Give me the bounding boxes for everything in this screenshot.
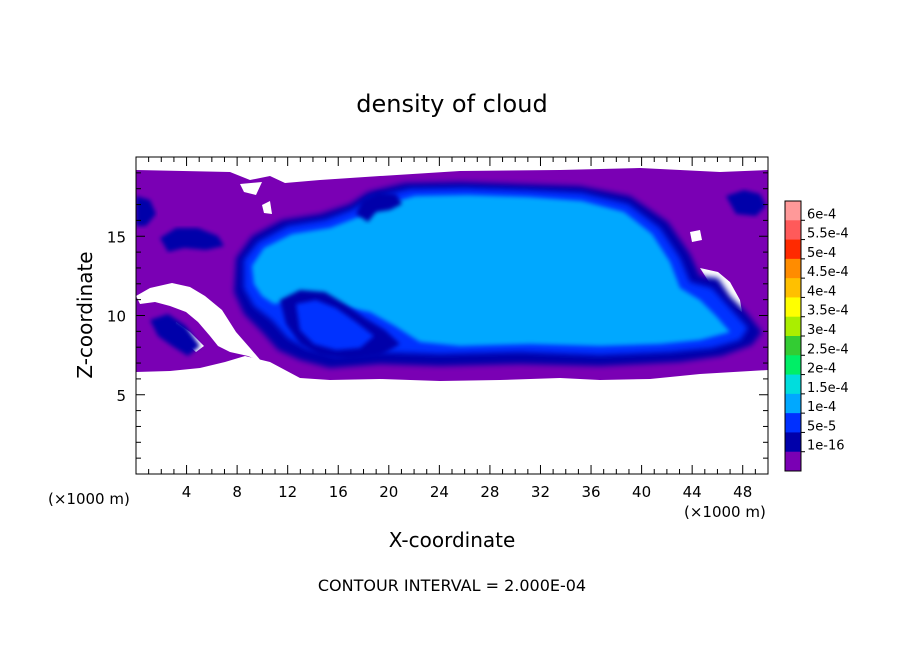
y-axis-ticks: 5 10 15 xyxy=(107,172,768,459)
y-axis-label: Z-coordinate xyxy=(73,251,97,378)
west-vortex-band xyxy=(160,228,224,252)
x-unit-label-left: (×1000 m) xyxy=(48,490,130,508)
colorbar-label: 3.5e-4 xyxy=(807,304,849,319)
colorbar-label: 5.5e-4 xyxy=(807,227,849,242)
colorbar-swatch xyxy=(785,413,801,433)
x-tick-label: 40 xyxy=(632,483,651,501)
colorbar-swatch xyxy=(785,239,801,260)
east-edge-dark xyxy=(726,190,766,216)
colorbar-swatch xyxy=(785,258,801,279)
colorbar-swatch xyxy=(785,451,801,472)
colorbar-swatch xyxy=(785,432,801,453)
x-tick-label: 16 xyxy=(329,483,348,501)
colorbar-label: 1e-16 xyxy=(807,439,845,454)
colorbar-label: 2.5e-4 xyxy=(807,342,849,357)
x-axis-ticks: 4 8 12 16 20 24 28 32 36 40 44 48 xyxy=(148,157,756,501)
colorbar-swatch xyxy=(785,297,801,318)
colorbar-label: 2e-4 xyxy=(807,362,836,377)
west-edge-dark xyxy=(136,196,156,226)
top-curl xyxy=(356,192,402,222)
contour-interval-footer: CONTOUR INTERVAL = 2.000E-04 xyxy=(318,576,586,595)
colorbar-label: 1.5e-4 xyxy=(807,381,849,396)
colorbar-swatch xyxy=(785,336,801,356)
cloud-region-1.5e-4 xyxy=(252,195,730,346)
y-tick-label: 15 xyxy=(107,228,126,246)
colorbar-label: 5e-5 xyxy=(807,419,836,434)
colorbar-swatch xyxy=(785,220,801,240)
colorbar-swatch xyxy=(785,201,801,221)
colorbar-label: 4.5e-4 xyxy=(807,265,849,280)
x-tick-label: 24 xyxy=(430,483,449,501)
colorbar-label: 3e-4 xyxy=(807,323,836,338)
colorbar-label: 4e-4 xyxy=(807,284,836,299)
x-tick-label: 20 xyxy=(379,483,398,501)
colorbar-swatch xyxy=(785,278,801,298)
colorbar-label: 5e-4 xyxy=(807,246,836,261)
colorbar-swatch xyxy=(785,393,801,414)
y-tick-label: 10 xyxy=(107,308,126,326)
y-tick-label: 5 xyxy=(116,387,126,405)
colorbar-swatch xyxy=(785,316,801,337)
colorbar-swatch xyxy=(785,374,801,395)
colorbar-label: 1e-4 xyxy=(807,400,836,415)
colorbar-label: 6e-4 xyxy=(807,207,836,222)
x-unit-label-right: (×1000 m) xyxy=(684,503,766,521)
x-tick-label: 48 xyxy=(733,483,752,501)
inner-core-blue xyxy=(296,300,374,350)
x-tick-label: 4 xyxy=(182,483,192,501)
colorbar: 6e-4 5.5e-4 5e-4 4.5e-4 4e-4 3.5e-4 3e-4 2.5e-4… xyxy=(784,200,849,472)
x-axis-label: X-coordinate xyxy=(389,528,516,552)
x-tick-label: 8 xyxy=(232,483,242,501)
x-tick-label: 36 xyxy=(581,483,600,501)
cloud-layer-core xyxy=(136,182,766,368)
x-tick-label: 44 xyxy=(683,483,702,501)
contour-field xyxy=(136,168,768,381)
x-tick-label: 32 xyxy=(531,483,550,501)
lower-left-band xyxy=(150,314,200,356)
x-tick-label: 12 xyxy=(278,483,297,501)
x-tick-label: 28 xyxy=(480,483,499,501)
chart-title: density of cloud xyxy=(356,90,547,118)
colorbar-swatch xyxy=(785,355,801,375)
